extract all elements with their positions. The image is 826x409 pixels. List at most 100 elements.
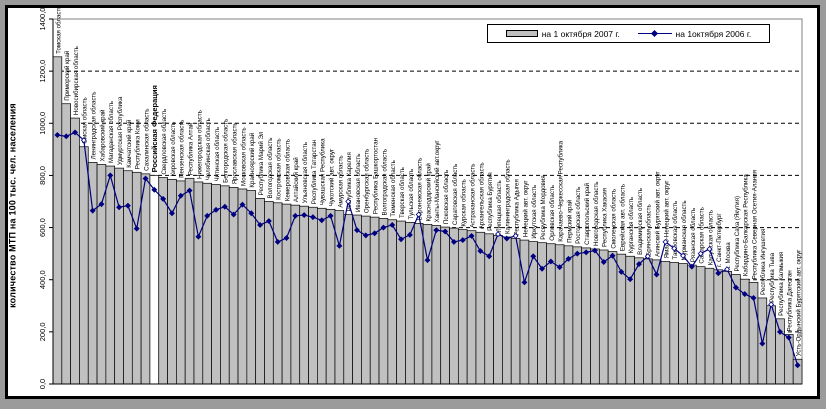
bar bbox=[572, 246, 583, 385]
bar-label: Чувашская Республика bbox=[320, 138, 327, 205]
line-point bbox=[653, 271, 660, 278]
line-point bbox=[574, 250, 581, 257]
line-point bbox=[547, 258, 554, 265]
line-point bbox=[63, 133, 70, 140]
bar-label: Ивановская область bbox=[355, 154, 362, 213]
bar bbox=[405, 222, 415, 385]
line-point bbox=[248, 210, 255, 217]
bar bbox=[581, 247, 591, 385]
bar bbox=[502, 236, 512, 385]
bar-label: Республика Бурятия bbox=[487, 172, 494, 231]
bar bbox=[643, 258, 653, 385]
line-point bbox=[213, 206, 219, 213]
bar bbox=[158, 177, 168, 385]
bar-label: Республика Тыва bbox=[769, 252, 776, 302]
bar bbox=[563, 245, 574, 385]
line-point bbox=[715, 270, 722, 277]
bar bbox=[519, 239, 530, 385]
bar bbox=[678, 263, 688, 385]
bar bbox=[704, 267, 715, 385]
bar-label: Калужская область bbox=[707, 210, 714, 265]
bar bbox=[272, 202, 283, 385]
bar bbox=[413, 223, 424, 385]
bar-label: Новгородская область bbox=[593, 181, 600, 245]
bar-label: Краснодарский край bbox=[425, 163, 432, 222]
bar bbox=[731, 274, 741, 385]
line-point bbox=[662, 238, 669, 245]
bar-label: Калининградская область bbox=[505, 159, 512, 234]
bar-label: Удмуртская Республика bbox=[117, 96, 124, 165]
y-tick-label: 1000,0 bbox=[38, 112, 47, 135]
line-point bbox=[600, 259, 607, 265]
line-point bbox=[459, 237, 466, 244]
bar-label: Пермский край bbox=[566, 199, 573, 243]
bar-label: Тверская область bbox=[399, 167, 406, 218]
bar-label: Республика Алтай bbox=[187, 122, 194, 175]
bar bbox=[493, 235, 503, 385]
bar-label: Челябинская область bbox=[205, 118, 212, 180]
bar-label: Самарская область bbox=[699, 207, 706, 263]
bar bbox=[96, 164, 107, 385]
bar bbox=[105, 165, 116, 385]
line-point bbox=[116, 204, 123, 211]
bar-label: Московская область bbox=[240, 127, 247, 186]
bar-label: Республика Башкортостан bbox=[373, 138, 380, 214]
bar-label: Сахалинская область bbox=[143, 109, 150, 171]
line-point bbox=[680, 252, 687, 259]
line-point bbox=[512, 232, 519, 239]
y-axis-title: количество МТП на 100 тыс. чел. населени… bbox=[7, 103, 18, 308]
bar bbox=[457, 229, 468, 385]
line-point bbox=[741, 291, 748, 298]
line-point bbox=[257, 221, 264, 228]
line-point bbox=[732, 284, 739, 291]
bar-label: Тюменская область bbox=[390, 160, 397, 217]
bar bbox=[290, 204, 301, 385]
bar-label: Пензенская область bbox=[179, 120, 186, 178]
bar-label: Читинская область bbox=[214, 127, 221, 182]
line-point bbox=[777, 328, 783, 335]
line-point bbox=[230, 211, 237, 218]
line-point bbox=[151, 186, 158, 193]
bar-label: Республика Ингушетия bbox=[760, 229, 767, 295]
line-point bbox=[72, 129, 78, 136]
bar-label: Камчатский край bbox=[126, 119, 133, 168]
bar-label: Липецкая область bbox=[496, 180, 503, 232]
bar-label: Красноярский край bbox=[249, 132, 256, 187]
bar bbox=[625, 255, 635, 385]
line-point bbox=[380, 224, 387, 231]
line-point bbox=[336, 242, 343, 249]
bar bbox=[510, 238, 521, 385]
bar-label: Костромская область bbox=[276, 138, 283, 199]
bar bbox=[211, 184, 221, 385]
bar-label: Российская Федерация bbox=[150, 85, 159, 172]
bar-label: Белгородская область bbox=[223, 119, 230, 183]
bar bbox=[449, 227, 459, 385]
bar-label: Республика Марий Эл bbox=[258, 131, 265, 195]
bar-label: Ростовская область bbox=[575, 187, 582, 244]
line-point bbox=[697, 250, 704, 257]
line-point bbox=[354, 227, 360, 234]
line-point bbox=[274, 238, 281, 245]
bar bbox=[131, 171, 142, 385]
line-point bbox=[195, 233, 202, 240]
bar-label: Республика Хакасия bbox=[602, 188, 609, 247]
bar bbox=[352, 214, 362, 385]
legend: на 1 октября 2007 г. на 1октября 2006 г. bbox=[487, 24, 770, 43]
bar-label: Нижегородская область bbox=[196, 110, 203, 179]
line-point bbox=[539, 265, 546, 272]
bar bbox=[651, 259, 662, 385]
bar bbox=[220, 185, 230, 385]
line-point bbox=[636, 261, 642, 268]
bar-label: Волгоградская область bbox=[381, 149, 388, 216]
legend-label-2007: на 1 октября 2007 г. bbox=[541, 28, 620, 39]
line-point bbox=[442, 228, 449, 235]
line-point bbox=[265, 218, 272, 225]
bar bbox=[79, 146, 89, 385]
bar-label: Ставропольский край bbox=[584, 183, 591, 245]
bar bbox=[590, 248, 600, 385]
bar bbox=[713, 269, 724, 385]
legend-item-2007: на 1 октября 2007 г. bbox=[505, 28, 620, 39]
bar-label: Республика Саха (Якутия) bbox=[734, 196, 741, 272]
line-point bbox=[89, 207, 96, 214]
line-point bbox=[450, 238, 457, 245]
